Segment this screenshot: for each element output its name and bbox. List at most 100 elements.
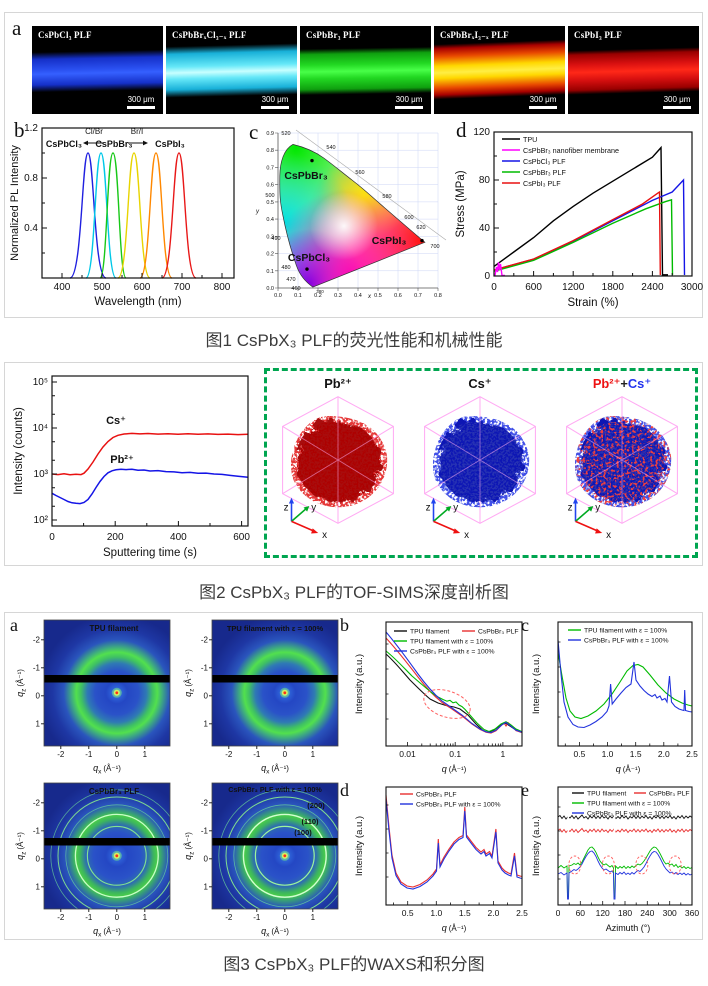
svg-text:-1: -1 [201,664,209,673]
svg-text:1: 1 [204,720,209,729]
annotation-bri: Br/I [131,127,143,136]
svg-text:1: 1 [311,913,316,922]
image-frame [43,619,171,747]
x-tick: 700 [174,282,191,293]
legend-label: CsPbBr₃ PLF [649,791,690,798]
plot-frame [41,127,235,279]
fig3-panel-d-letter: d [340,780,349,800]
x-tick: 1.5 [459,908,471,918]
stress-legend: TPU CsPbBr₃ nanofiber membrane CsPbCl₃ P… [502,135,619,188]
svg-text:-1: -1 [253,750,261,759]
waxs-x-axis-label: qx (Å⁻¹) [93,926,121,939]
legend-label: CsPbBr₃ PLF [523,168,566,177]
stress-strain-chart: 0 40 80 120 0 600 1200 1800 2400 3000 St… [455,127,704,309]
fiber-image-cspbcl3: CsPbCl₃ PLF 300 μm [32,26,163,114]
svg-text:560: 560 [355,170,364,176]
waxs-x-ticklabels: -2 -1 0 1 [225,750,315,759]
ring-label-110: (110) [301,817,319,826]
x-tick: 3000 [681,282,704,293]
axis-y-label: y [311,502,316,513]
legend-label: TPU filament [410,629,449,636]
x-tick: 0.01 [399,749,416,759]
fig3c-curves [557,639,693,729]
svg-text:-2: -2 [201,636,209,645]
fiber-title: CsPbBr₃ PLF [306,30,361,40]
scalebar: 300 μm [127,95,155,109]
scalebar: 300 μm [529,95,557,109]
x-tick: 300 [663,908,677,918]
fig3-panel-b-letter: b [340,615,349,635]
x-tick: 400 [170,532,187,543]
plot-frame [557,621,693,747]
scalebar-line [127,106,155,109]
svg-text:1: 1 [36,720,41,729]
svg-text:-1: -1 [33,827,41,836]
x-axis-label: Strain (%) [567,297,618,309]
y-tick: 0 [484,271,490,282]
svg-text:0: 0 [283,750,288,759]
annotation-arrows [83,140,148,146]
axis-z-label: z [568,502,573,513]
x-axis-label: Azimuth (°) [606,923,651,933]
fig1-panel-b-letter: b [14,118,25,142]
axis-x-label: x [606,530,611,541]
svg-text:0.3: 0.3 [334,293,342,299]
fig1-panel-d-letter: d [456,118,467,142]
waxs-y-axis-label: qz(Å⁻¹) [183,669,196,697]
curve-label-pb: Pb²⁺ [110,454,134,466]
axis-y-label: y [453,502,458,513]
x-axis-label: Sputtering time (s) [103,547,197,559]
plot-frame [385,786,523,906]
fig3b-legend: TPU filament CsPbBr₃ PLF TPU filament wi… [394,629,519,656]
series-label-cspbbr3: CsPbBr₃ [95,139,132,149]
image-frame [211,619,339,747]
scalebar-line [261,106,289,109]
x-axis-label: q (Å⁻¹) [616,764,641,774]
image-frame [211,782,339,910]
bragg-rings [218,789,338,909]
x-axis-label: q (Å⁻¹) [442,764,467,774]
x-tick: 0.5 [573,749,585,759]
cie-x-ticks: 0.0 0.1 0.2 0.3 0.5 0.6 0.7 0.8 0.4 [274,293,442,299]
svg-text:0: 0 [204,692,209,701]
waxs-ticks [41,639,146,749]
tof3d-title-cs: Cs⁺ [468,376,491,391]
y-axis-label: Intensity (counts) [13,407,25,495]
svg-text:0.6: 0.6 [266,183,274,189]
fiber-glow-band [568,46,699,95]
fig3d-chart: 0.5 1.0 1.5 2.0 2.5 q (Å⁻¹) Intensity (a.… [354,786,528,933]
scalebar-label: 300 μm [261,95,289,104]
figure2-caption: 图2 CsPbX₃ PLF的TOF-SIMS深度剖析图 [199,583,509,602]
svg-text:1: 1 [36,883,41,892]
svg-text:-2: -2 [57,913,65,922]
x-tick: 400 [54,282,71,293]
fig3-panel-a-letter: a [10,615,18,635]
svg-text:0.2: 0.2 [266,252,274,258]
legend-label: TPU filament with ε = 100% [410,639,493,646]
x-tick: 600 [525,282,542,293]
svg-text:-2: -2 [57,750,65,759]
cs-point-cloud [432,415,530,508]
fig3b-loglog-chart: 0.01 0.1 1 q (Å⁻¹) Intensity (a.u.) TPU f… [354,621,523,774]
beamstop-gaps [567,811,616,837]
fiber-image-cspbbr3: CsPbBr₃ PLF 300 μm [300,26,431,114]
fig3c-ticks [558,641,693,746]
fig3e-legend: TPU filament CsPbBr₃ PLF TPU filament wi… [572,791,690,818]
svg-text:470: 470 [286,277,295,283]
fig1-panel-a-letter: a [12,16,22,40]
scalebar-label: 300 μm [127,95,155,104]
pl-spectra-chart: 0.4 0.8 1.2 400 500 600 700 800 Normaliz… [9,123,235,308]
waxs-ticks [209,802,314,912]
waxs-ticks [209,639,314,749]
x-tick: 2.5 [516,908,528,918]
waxs-x-ticklabels: -2 -1 0 1 [225,913,315,922]
x-tick: 120 [596,908,610,918]
svg-text:-2: -2 [33,799,41,808]
y-tick: 10⁵ [33,377,48,388]
fiber-image-cspbbrxcl3x: CsPbBrₓCl₃₋ₓ PLF 300 μm [166,26,297,114]
waxs-y-ticklabels: -2 -1 0 1 [33,799,41,892]
y-tick: 0.8 [24,173,38,184]
plot-frame [51,375,249,527]
waxs-image [212,620,338,746]
